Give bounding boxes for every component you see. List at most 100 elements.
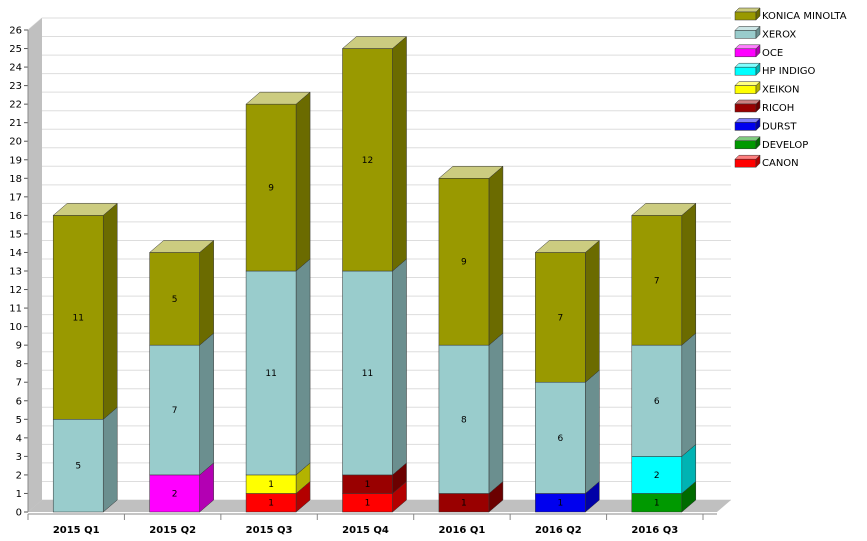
y-tick-label: 5 [16, 415, 22, 426]
y-tick-label: 7 [16, 378, 22, 389]
x-tick-label: 2016 Q2 [535, 525, 582, 536]
bar-side [102, 202, 118, 420]
y-tick-label: 6 [16, 396, 22, 407]
bar-top [631, 203, 697, 216]
data-label: 11 [72, 313, 83, 323]
bar-segment [631, 456, 683, 494]
bar-side [681, 332, 697, 457]
y-tick-label: 18 [9, 174, 22, 185]
legend-swatch-side [755, 62, 761, 76]
legend-label: RICOH [762, 103, 794, 114]
x-tick-label: 2015 Q4 [342, 525, 389, 536]
data-label: 5 [75, 462, 81, 472]
bar-side [392, 258, 407, 476]
bar-segment [438, 344, 490, 494]
y-tick-label: 23 [9, 81, 22, 92]
bar-side [488, 332, 504, 495]
bar-side [488, 165, 504, 346]
legend-label: KONICA MINOLTA [762, 11, 847, 22]
bar-segment [342, 270, 393, 476]
data-label: 7 [654, 276, 660, 286]
legend-item: CANON [734, 154, 799, 169]
y-tick-label: 25 [9, 44, 22, 55]
bar-top [438, 166, 504, 179]
bar-side [295, 258, 311, 476]
y-tick-label: 12 [9, 285, 22, 296]
y-tick-label: 4 [16, 433, 22, 444]
legend-swatch-side [755, 44, 761, 58]
y-tick-label: 13 [9, 267, 22, 278]
legend-item: OCE [734, 44, 783, 59]
data-label: 9 [268, 184, 274, 194]
legend-swatch [734, 11, 757, 21]
legend-label: HP INDIGO [762, 66, 816, 77]
bar-top [245, 91, 311, 105]
data-label: 1 [268, 480, 274, 490]
legend-label: CANON [762, 158, 799, 169]
legend-swatch-side [755, 136, 761, 150]
y-tick-label: 16 [9, 211, 22, 222]
legend-swatch [734, 140, 757, 150]
data-label: 9 [461, 258, 467, 268]
legend-swatch-side [755, 80, 761, 95]
bar-side [199, 332, 214, 476]
y-tick-label: 26 [9, 26, 22, 37]
bar-segment [438, 178, 490, 346]
data-label: 11 [362, 369, 373, 379]
y-tick-label: 0 [16, 508, 22, 519]
y-tick-label: 22 [9, 100, 22, 111]
bar-side [585, 369, 600, 495]
bar-segment [535, 252, 586, 383]
legend-label: OCE [762, 48, 783, 59]
legend-item: HP INDIGO [734, 62, 816, 77]
bar-stack [341, 35, 408, 513]
left-wall [28, 18, 42, 512]
y-tick-label: 17 [9, 192, 22, 203]
data-label: 7 [557, 313, 563, 323]
data-label: 7 [172, 406, 178, 416]
y-tick-label: 8 [16, 359, 22, 370]
data-label: 1 [365, 499, 371, 509]
data-label: 1 [268, 499, 274, 509]
legend-swatch [734, 103, 757, 113]
legend-item: KONICA MINOLTA [734, 7, 847, 22]
bar-top [534, 240, 601, 253]
bar-stack [438, 165, 504, 513]
y-tick-label: 24 [9, 63, 22, 74]
x-tick-label: 2016 Q3 [631, 525, 678, 536]
legend-label: DURST [762, 121, 797, 132]
bar-segment [149, 252, 200, 346]
data-label: 1 [365, 480, 371, 490]
legend-swatch-side [755, 154, 761, 168]
data-label: 5 [172, 295, 178, 305]
bar-segment [52, 215, 104, 420]
bar-segment [245, 103, 297, 272]
y-tick-label: 3 [16, 452, 22, 463]
bar-side [295, 91, 311, 272]
bar-top [52, 203, 118, 216]
y-tick-label: 21 [9, 118, 22, 129]
legend-swatch [734, 66, 757, 76]
bar-top [341, 36, 408, 49]
bar-side [392, 35, 407, 272]
data-label: 1 [461, 499, 467, 509]
bar-segment [149, 344, 200, 476]
y-tick-label: 10 [9, 322, 22, 333]
data-label: 8 [461, 415, 467, 425]
bar-side [102, 406, 118, 513]
legend-item: DURST [734, 117, 797, 132]
legend-item: XEROX [734, 25, 796, 40]
y-tick-label: 11 [9, 304, 22, 315]
data-label: 2 [172, 489, 178, 499]
bar-side [681, 202, 697, 346]
y-tick-label: 19 [9, 155, 22, 166]
bar-segment [342, 48, 393, 272]
legend-swatch [734, 30, 757, 39]
bar-segment [245, 270, 297, 476]
data-label: 1 [557, 499, 563, 509]
bar-stack [631, 202, 697, 513]
y-tick-label: 9 [16, 341, 22, 352]
bar-segment [631, 344, 683, 457]
